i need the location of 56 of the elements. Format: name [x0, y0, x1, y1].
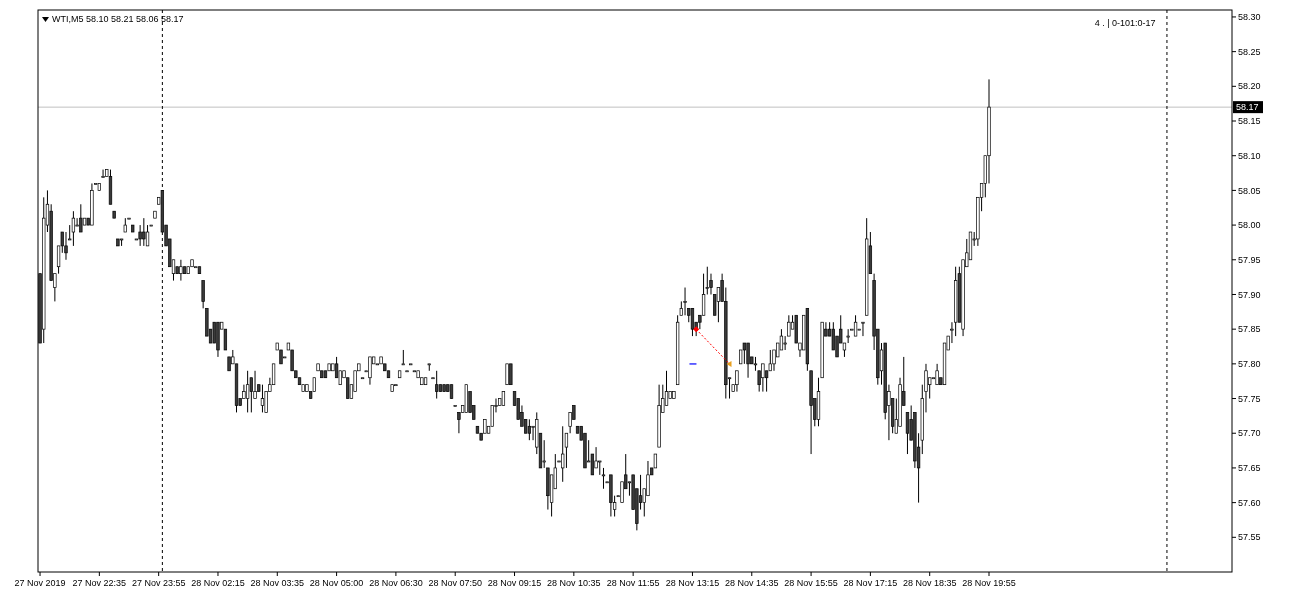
y-tick-label: 57.85 — [1238, 324, 1261, 335]
y-tick-label: 58.00 — [1238, 220, 1261, 231]
x-tick-label: 28 Nov 15:55 — [784, 578, 838, 588]
candlestick — [861, 321, 865, 337]
y-tick-label: 58.15 — [1238, 116, 1261, 127]
candlestick — [138, 224, 142, 247]
candlestick — [705, 266, 709, 295]
x-tick-label: 28 Nov 17:15 — [843, 578, 898, 588]
x-tick-label: 28 Nov 05:00 — [309, 578, 364, 588]
candlestick — [368, 356, 372, 386]
y-tick-label: 58.05 — [1238, 185, 1261, 196]
x-tick-label: 28 Nov 03:35 — [250, 578, 305, 588]
candlestick — [746, 342, 750, 379]
x-tick-label: 28 Nov 18:35 — [902, 578, 957, 588]
candlestick — [561, 425, 565, 483]
x-tick-label: 28 Nov 14:35 — [724, 578, 779, 588]
candlestick — [505, 363, 509, 386]
y-tick-label: 57.70 — [1238, 428, 1261, 439]
y-tick-label: 58.10 — [1238, 150, 1261, 161]
x-tick-label: 27 Nov 2019 — [14, 578, 66, 588]
x-tick-label: 28 Nov 07:50 — [428, 578, 482, 588]
x-tick-label: 28 Nov 06:30 — [369, 578, 423, 588]
x-tick-label: 28 Nov 11:55 — [606, 578, 660, 588]
x-tick-label: 28 Nov 13:15 — [665, 578, 720, 588]
x-tick-label: 27 Nov 23:55 — [131, 578, 186, 588]
x-tick-label: 27 Nov 22:35 — [72, 578, 127, 588]
y-tick-label: 58.20 — [1238, 81, 1261, 92]
x-tick-label: 28 Nov 09:15 — [487, 578, 542, 588]
candlestick — [735, 370, 739, 393]
candlestick — [142, 217, 146, 247]
candlestick — [935, 363, 939, 386]
candlestick — [179, 259, 183, 282]
y-tick-label: 57.90 — [1238, 289, 1261, 300]
y-tick-label: 58.30 — [1238, 12, 1261, 23]
candlestick — [64, 231, 68, 261]
y-tick-label: 57.60 — [1238, 497, 1261, 508]
annotation: 4 . | 0-101:0-17 — [1094, 18, 1156, 28]
x-tick-label: 28 Nov 19:55 — [962, 578, 1016, 588]
x-tick-label: 28 Nov 10:35 — [547, 578, 601, 588]
y-tick-label: 58.25 — [1238, 46, 1261, 57]
x-tick-label: 28 Nov 02:15 — [191, 578, 245, 588]
candlestick — [401, 349, 405, 366]
candlestick — [905, 411, 910, 455]
candlestick — [71, 210, 76, 247]
ref-line-label: 58.17 — [1236, 102, 1259, 113]
chart-title: WTI,M5 58.10 58.21 58.06 58.17 — [52, 14, 184, 24]
y-tick-label: 57.95 — [1238, 254, 1261, 265]
y-tick-label: 57.65 — [1238, 463, 1261, 474]
y-tick-label: 57.75 — [1238, 393, 1261, 404]
candlestick — [101, 169, 105, 178]
candlestick — [509, 363, 513, 386]
candlestick — [201, 280, 205, 309]
y-tick-label: 57.80 — [1238, 359, 1261, 369]
candlestick — [683, 287, 687, 316]
candlestick — [761, 363, 765, 393]
y-tick-label: 57.55 — [1238, 532, 1261, 543]
